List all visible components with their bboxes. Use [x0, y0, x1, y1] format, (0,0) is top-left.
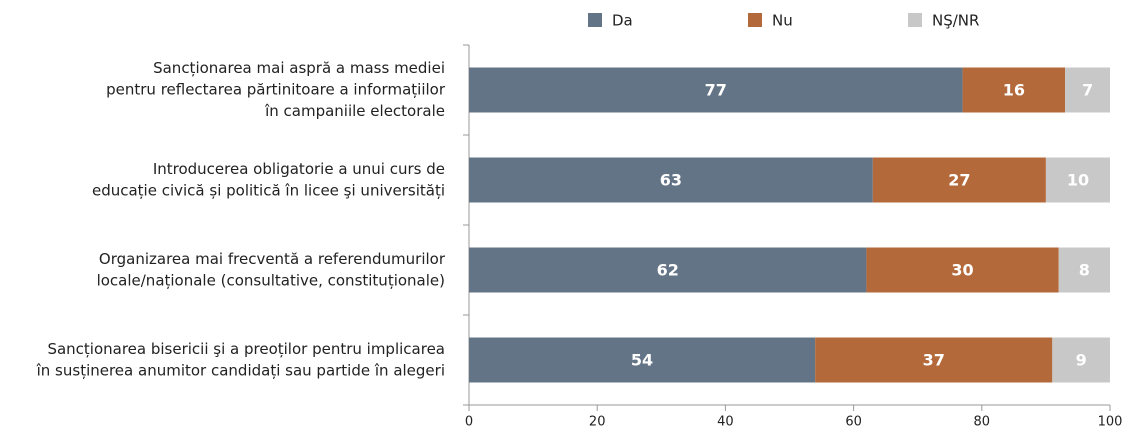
legend-label: NŞ/NR	[932, 12, 979, 30]
category-label: pentru reflectarea părtinitoare a inform…	[106, 81, 446, 99]
category-label: în susținerea anumitor candidați sau par…	[36, 361, 445, 379]
legend-label: Da	[612, 12, 633, 30]
data-label: 37	[923, 351, 945, 370]
legend-swatch	[748, 13, 762, 27]
category-label: Introducerea obligatorie a unui curs de	[153, 160, 445, 178]
legend-swatch	[908, 13, 922, 27]
bar-segment	[469, 337, 816, 383]
bar-segment	[872, 157, 1046, 203]
category-label: în campaniile electorale	[264, 102, 445, 120]
category-label: locale/naționale (consultative, constitu…	[97, 271, 445, 289]
category-label: educație civică și politică în licee şi …	[92, 181, 445, 199]
legend-swatch	[588, 13, 602, 27]
bar-segment	[1045, 157, 1110, 203]
bar-segment	[962, 67, 1066, 113]
data-label: 63	[660, 171, 682, 190]
x-tick-label: 20	[589, 415, 606, 430]
x-tick-label: 100	[1098, 415, 1123, 430]
x-tick-label: 40	[717, 415, 734, 430]
bar-segment	[469, 247, 867, 293]
data-label: 10	[1067, 171, 1089, 190]
category-label: Sancționarea mai aspră a mass mediei	[153, 59, 445, 77]
data-label: 30	[951, 261, 973, 280]
data-label: 8	[1079, 261, 1090, 280]
bar-segment	[469, 67, 963, 113]
bar-segment	[1065, 67, 1110, 113]
bar-segment	[815, 337, 1053, 383]
bar-segment	[1052, 337, 1110, 383]
bar-segment	[469, 157, 873, 203]
data-label: 62	[657, 261, 679, 280]
data-label: 7	[1082, 81, 1093, 100]
legend-label: Nu	[772, 12, 793, 30]
x-tick-label: 60	[845, 415, 862, 430]
data-label: 9	[1076, 351, 1087, 370]
data-label: 27	[948, 171, 970, 190]
bar-segment	[866, 247, 1059, 293]
data-label: 16	[1003, 81, 1025, 100]
bar-segment	[1058, 247, 1110, 293]
data-label: 77	[705, 81, 727, 100]
x-tick-label: 0	[465, 415, 473, 430]
category-label: Organizarea mai frecventă a referendumur…	[99, 250, 446, 268]
x-tick-label: 80	[974, 415, 991, 430]
category-label: Sancționarea bisericii şi a preoților pe…	[47, 340, 445, 358]
data-label: 54	[631, 351, 653, 370]
